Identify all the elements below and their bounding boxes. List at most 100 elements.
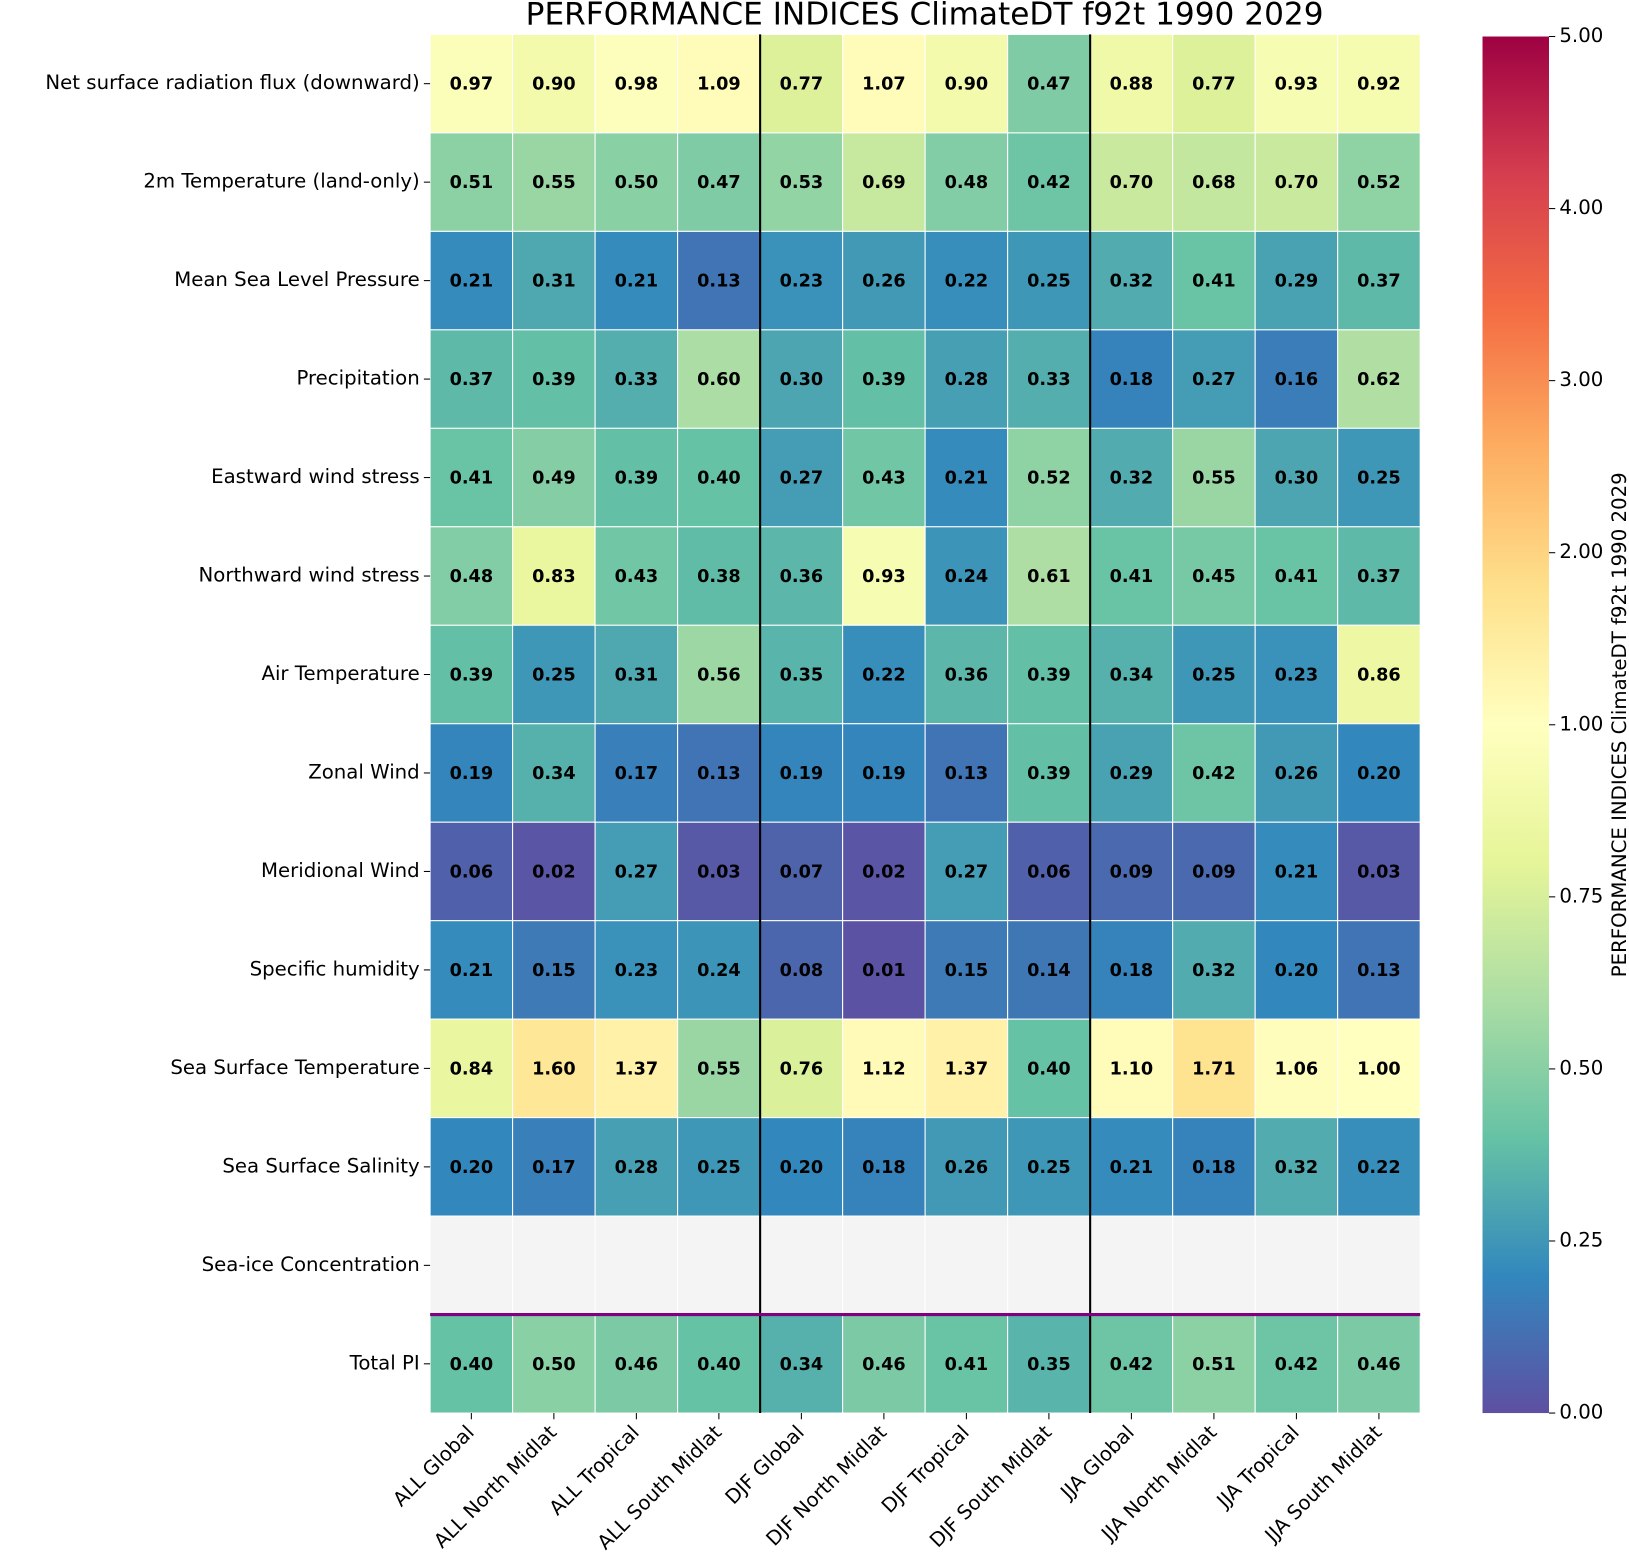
cell xyxy=(677,821,761,922)
cell-label: 0.39 xyxy=(862,370,906,390)
cell xyxy=(759,920,844,1020)
cell-label: 0.40 xyxy=(1027,1059,1071,1079)
cell-label: 0.08 xyxy=(780,961,824,981)
cell xyxy=(1337,624,1421,725)
cell-label: 0.41 xyxy=(1275,567,1319,587)
cell xyxy=(759,132,844,232)
cell xyxy=(1007,427,1091,528)
cell-label: 0.83 xyxy=(532,567,576,587)
cell-label: 0.24 xyxy=(697,961,741,981)
cell-label: 0.42 xyxy=(1110,1355,1154,1375)
cell-label: 0.29 xyxy=(1275,272,1319,292)
cell xyxy=(1337,526,1421,626)
cell xyxy=(842,329,926,429)
cell-label: 0.46 xyxy=(862,1355,906,1375)
colorbar-tick-label: 0.50 xyxy=(1559,1056,1603,1079)
cell-label: 0.39 xyxy=(1027,666,1071,686)
cell-label: 0.26 xyxy=(862,272,906,292)
cell xyxy=(1254,723,1339,823)
cell-label: 0.52 xyxy=(1357,173,1401,193)
cell xyxy=(512,427,596,528)
cell-label: 0.15 xyxy=(532,961,576,981)
cell-label: 0.21 xyxy=(1110,1158,1154,1178)
cell-label: 0.49 xyxy=(532,469,576,489)
cell xyxy=(1172,33,1256,134)
cell-label: 0.18 xyxy=(1110,370,1154,390)
cell-label: 1.37 xyxy=(615,1059,659,1079)
cell xyxy=(677,132,761,232)
cell-label: 1.06 xyxy=(1275,1059,1319,1079)
cell xyxy=(677,329,761,429)
cell-label: 0.25 xyxy=(1027,1158,1071,1178)
cell-label: 0.84 xyxy=(450,1059,494,1079)
cell-label: 0.24 xyxy=(945,567,989,587)
cell xyxy=(429,723,514,823)
cell-label: 0.52 xyxy=(1027,469,1071,489)
cell xyxy=(594,723,679,823)
cell xyxy=(1337,1018,1421,1119)
cell-label: 0.41 xyxy=(1110,567,1154,587)
cell-label: 0.28 xyxy=(615,1158,659,1178)
cell xyxy=(429,1314,514,1414)
cell-label: 0.38 xyxy=(697,567,741,587)
colorbar-tick-label: 5.00 xyxy=(1559,24,1603,47)
cell-label: 0.39 xyxy=(615,469,659,489)
row-label: Net surface radiation flux (downward) xyxy=(45,71,419,94)
cell-label: 0.25 xyxy=(1357,469,1401,489)
cell-label: 0.70 xyxy=(1275,173,1319,193)
cell xyxy=(1007,132,1091,232)
cell-label: 0.34 xyxy=(532,764,576,784)
cell-label: 0.29 xyxy=(1110,764,1154,784)
row-label: 2m Temperature (land-only) xyxy=(143,170,419,193)
cell-label: 0.25 xyxy=(697,1158,741,1178)
cell-label: 0.98 xyxy=(615,75,659,95)
cell-label: 0.55 xyxy=(1192,469,1236,489)
cell-label: 0.20 xyxy=(450,1158,494,1178)
cell-label: 0.25 xyxy=(1192,666,1236,686)
cell xyxy=(1172,920,1256,1020)
cell-label: 0.50 xyxy=(532,1355,576,1375)
row-label: Northward wind stress xyxy=(199,564,420,587)
cell-label: 0.20 xyxy=(780,1158,824,1178)
cell-label: 0.21 xyxy=(615,272,659,292)
cell xyxy=(1172,1117,1256,1217)
cell xyxy=(512,329,596,429)
empty-cell xyxy=(677,1215,761,1316)
cell-label: 0.41 xyxy=(945,1355,989,1375)
cell-label: 0.32 xyxy=(1275,1158,1319,1178)
cell xyxy=(512,723,596,823)
colorbar-tick-label: 0.75 xyxy=(1559,884,1603,907)
cell xyxy=(594,1018,679,1119)
cell xyxy=(594,132,679,232)
cell-label: 0.40 xyxy=(697,469,741,489)
cell-label: 0.20 xyxy=(1275,961,1319,981)
cell-label: 0.03 xyxy=(1357,862,1401,882)
cell xyxy=(1254,329,1339,429)
empty-cell xyxy=(1254,1215,1339,1316)
cell-label: 0.60 xyxy=(697,370,741,390)
cell xyxy=(842,526,926,626)
cell-label: 0.41 xyxy=(450,469,494,489)
row-label: Precipitation xyxy=(296,367,419,390)
cell-label: 0.35 xyxy=(1027,1355,1071,1375)
row-label: Zonal Wind xyxy=(308,760,419,783)
cell xyxy=(1007,821,1091,922)
cell xyxy=(924,329,1009,429)
cell-label: 0.43 xyxy=(862,469,906,489)
cell xyxy=(924,821,1009,922)
cell xyxy=(924,132,1009,232)
empty-cell xyxy=(1089,1215,1174,1316)
cell-label: 0.62 xyxy=(1357,370,1401,390)
cell-label: 0.46 xyxy=(1357,1355,1401,1375)
cell-label: 0.55 xyxy=(697,1059,741,1079)
cell xyxy=(924,723,1009,823)
row-label: Sea Surface Salinity xyxy=(222,1154,420,1177)
cell-label: 0.40 xyxy=(450,1355,494,1375)
colorbar-tick-label: 0.00 xyxy=(1559,1401,1603,1424)
cell-label: 0.42 xyxy=(1192,764,1236,784)
cell-label: 1.10 xyxy=(1110,1059,1154,1079)
cell xyxy=(1172,132,1256,232)
cell-label: 0.37 xyxy=(1357,567,1401,587)
